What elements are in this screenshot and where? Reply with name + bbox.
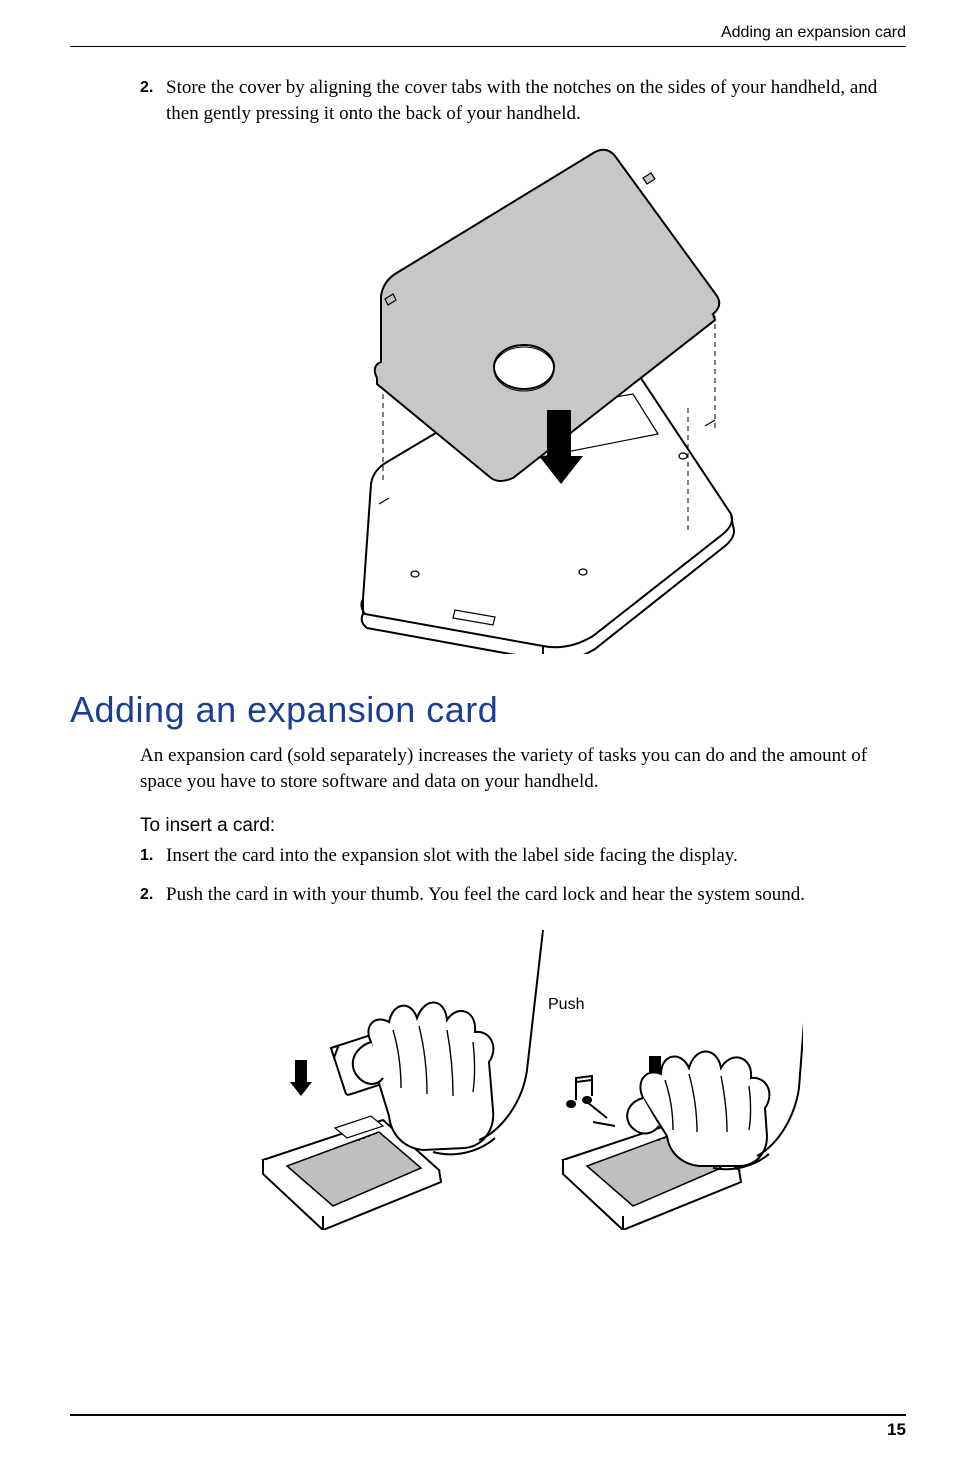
- figure-insert-card: Push: [140, 930, 906, 1235]
- step-item: 2. Store the cover by aligning the cover…: [140, 75, 906, 126]
- step-item: 2. Push the card in with your thumb. You…: [140, 882, 906, 908]
- page: Adding an expansion card 2. Store the co…: [0, 0, 976, 1466]
- section-title: Adding an expansion card: [70, 689, 906, 731]
- page-footer: 15: [70, 1414, 906, 1440]
- page-number: 15: [887, 1420, 906, 1439]
- cover-store-illustration: [303, 144, 743, 654]
- step-item: 1. Insert the card into the expansion sl…: [140, 843, 906, 869]
- previous-steps: 2. Store the cover by aligning the cover…: [140, 75, 906, 126]
- insert-card-illustration: [243, 930, 803, 1230]
- step-text: Insert the card into the expansion slot …: [166, 843, 906, 869]
- intro-paragraph: An expansion card (sold separately) incr…: [140, 743, 906, 794]
- step-number: 2.: [140, 882, 166, 908]
- running-head: Adding an expansion card: [70, 24, 906, 47]
- step-text: Push the card in with your thumb. You fe…: [166, 882, 906, 908]
- step-number: 1.: [140, 843, 166, 869]
- step-number: 2.: [140, 75, 166, 126]
- push-label: Push: [548, 996, 584, 1014]
- figure-cover-store: [140, 144, 906, 659]
- sub-heading: To insert a card:: [140, 815, 906, 837]
- step-text: Store the cover by aligning the cover ta…: [166, 75, 906, 126]
- insert-steps: 1. Insert the card into the expansion sl…: [140, 843, 906, 908]
